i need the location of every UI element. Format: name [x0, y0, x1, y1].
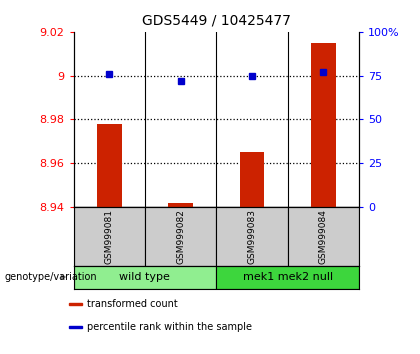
Bar: [239, 152, 265, 207]
Bar: [74, 266, 216, 289]
Text: GSM999082: GSM999082: [176, 209, 185, 264]
Text: wild type: wild type: [119, 272, 171, 282]
Bar: [311, 43, 336, 207]
Bar: [216, 207, 288, 266]
Bar: [288, 207, 359, 266]
Bar: [216, 266, 359, 289]
Text: GSM999081: GSM999081: [105, 209, 114, 264]
Bar: [74, 207, 145, 266]
Bar: [168, 203, 193, 207]
Bar: [69, 326, 82, 328]
Bar: [97, 124, 122, 207]
Text: GSM999083: GSM999083: [247, 209, 257, 264]
Text: GSM999084: GSM999084: [319, 209, 328, 264]
Bar: [69, 303, 82, 305]
Title: GDS5449 / 10425477: GDS5449 / 10425477: [142, 14, 291, 28]
Text: percentile rank within the sample: percentile rank within the sample: [87, 322, 252, 332]
Bar: [145, 207, 216, 266]
Text: genotype/variation: genotype/variation: [4, 272, 97, 282]
Text: mek1 mek2 null: mek1 mek2 null: [243, 272, 333, 282]
Text: transformed count: transformed count: [87, 299, 178, 309]
